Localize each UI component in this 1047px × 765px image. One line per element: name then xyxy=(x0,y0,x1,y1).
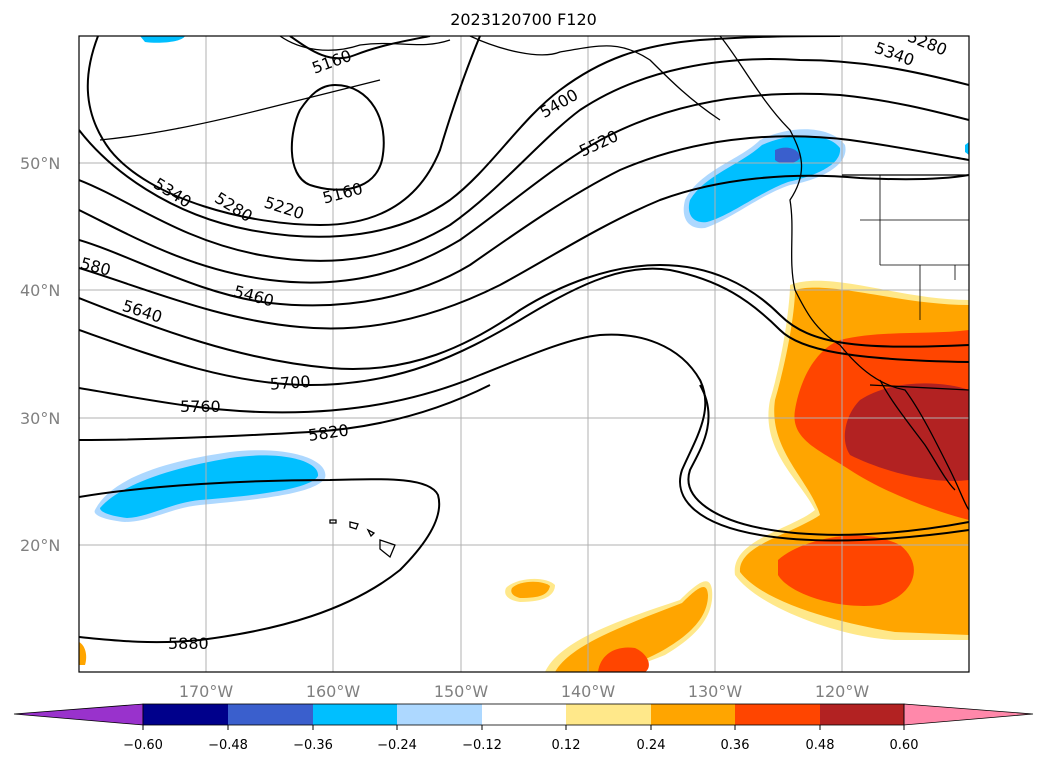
coastline-arctic xyxy=(279,36,451,51)
lon-label-170w: 170°W xyxy=(179,682,234,701)
contour-5820 xyxy=(79,384,491,441)
longitude-labels: 170°W 160°W 150°W 140°W 130°W 120°W xyxy=(179,682,870,701)
colorbar-under-arrow xyxy=(13,703,144,726)
contour-label: 580 xyxy=(78,253,112,279)
lon-label-130w: 130°W xyxy=(688,682,743,701)
colorbar-segment xyxy=(566,704,651,725)
lat-label-20n: 20°N xyxy=(20,536,60,555)
contour-5340 xyxy=(79,58,969,262)
map-frame xyxy=(78,35,970,673)
contour-5160-top xyxy=(289,36,431,60)
hawaii-islands xyxy=(329,519,396,559)
shade-small-orange-inner xyxy=(511,581,550,598)
colorbar-tick-label: 0.12 xyxy=(552,738,581,753)
colorbar-frame xyxy=(142,703,905,726)
contour-label: 5880 xyxy=(168,634,209,653)
colorbar-segment xyxy=(143,704,228,725)
contour-label: 5220 xyxy=(262,193,307,224)
contour-5820b xyxy=(79,478,441,644)
shade-cold-top xyxy=(140,36,185,43)
lon-label-120w: 120°W xyxy=(815,682,870,701)
shade-cold-nw xyxy=(688,135,841,223)
contour-label: 5760 xyxy=(180,397,221,416)
contour-label: 5520 xyxy=(576,126,621,160)
contour-label: 5460 xyxy=(232,282,276,311)
lat-label-40n: 40°N xyxy=(20,281,60,300)
colorbar-segment xyxy=(482,704,566,725)
contour-label: 5160 xyxy=(320,179,364,208)
colorbar-tick-label: 0.60 xyxy=(890,738,919,753)
shade-cold-right-edge xyxy=(965,142,969,155)
contour-5700 xyxy=(79,267,969,387)
border-us-mexico xyxy=(869,384,969,391)
colorbar-tick-label: −0.24 xyxy=(377,738,417,753)
shade-west-edge xyxy=(79,642,87,665)
shade-blue-nw xyxy=(775,147,800,164)
colorbar-tick-label: −0.60 xyxy=(123,738,163,753)
contour-5640 xyxy=(79,263,969,370)
lat-label-50n: 50°N xyxy=(20,154,60,173)
lon-label-150w: 150°W xyxy=(434,682,489,701)
contour-5400 xyxy=(79,92,969,284)
coastline-aleutians xyxy=(99,79,381,141)
lat-label-30n: 30°N xyxy=(20,409,60,428)
shade-darkred xyxy=(844,383,969,481)
map-area: 5160 5160 5280 5340 5400 5520 5340 5280 … xyxy=(78,36,969,672)
colorbar-segment xyxy=(397,704,482,725)
shade-red-small xyxy=(598,647,649,672)
contour-5760 xyxy=(79,333,969,542)
colorbar: −0.60 −0.48 −0.36 −0.24 −0.12 0.12 0.24 … xyxy=(13,703,1034,753)
lon-label-160w: 160°W xyxy=(306,682,361,701)
contour-label: 5820 xyxy=(307,420,350,444)
colorbar-tick-label: −0.48 xyxy=(208,738,248,753)
contour-5280 xyxy=(79,36,841,238)
colorbar-over-arrow xyxy=(903,703,1034,726)
coastline-alaska xyxy=(469,36,721,121)
colorbar-ticks xyxy=(142,725,905,730)
colorbar-segment xyxy=(313,704,397,725)
contour-5520 xyxy=(79,174,969,330)
colorbar-segment xyxy=(735,704,820,725)
colorbar-tick-label: 0.48 xyxy=(806,738,835,753)
shading-layer xyxy=(79,36,969,672)
height-contours xyxy=(79,36,969,644)
shade-orange-south xyxy=(555,587,708,672)
coastlines xyxy=(99,36,969,559)
contour-5220 xyxy=(86,36,481,227)
contour-label: 5160 xyxy=(309,46,354,78)
lon-label-140w: 140°W xyxy=(561,682,616,701)
coastline-north-america xyxy=(719,36,969,511)
contour-label: 5280 xyxy=(211,188,256,226)
map-title: 2023120700 F120 xyxy=(450,10,597,29)
contour-label: 5340 xyxy=(150,174,195,212)
colorbar-tick-label: −0.36 xyxy=(293,738,333,753)
state-borders xyxy=(860,175,969,320)
contour-5880 xyxy=(687,384,969,536)
latitude-labels: 50°N 40°N 30°N 20°N xyxy=(20,154,60,555)
shade-red-south xyxy=(778,535,914,606)
contour-5160-closed xyxy=(290,83,385,191)
colorbar-segment xyxy=(651,704,735,725)
colorbar-segment xyxy=(228,704,313,725)
colorbar-tick-label: −0.12 xyxy=(462,738,502,753)
colorbar-tick-label: 0.36 xyxy=(721,738,750,753)
contour-5460 xyxy=(79,135,969,307)
colorbar-segment xyxy=(820,704,904,725)
coastline-baja xyxy=(879,379,956,491)
contour-label: 5700 xyxy=(269,372,311,394)
shade-cold-pacific xyxy=(100,455,319,518)
colorbar-tick-label: 0.24 xyxy=(637,738,666,753)
